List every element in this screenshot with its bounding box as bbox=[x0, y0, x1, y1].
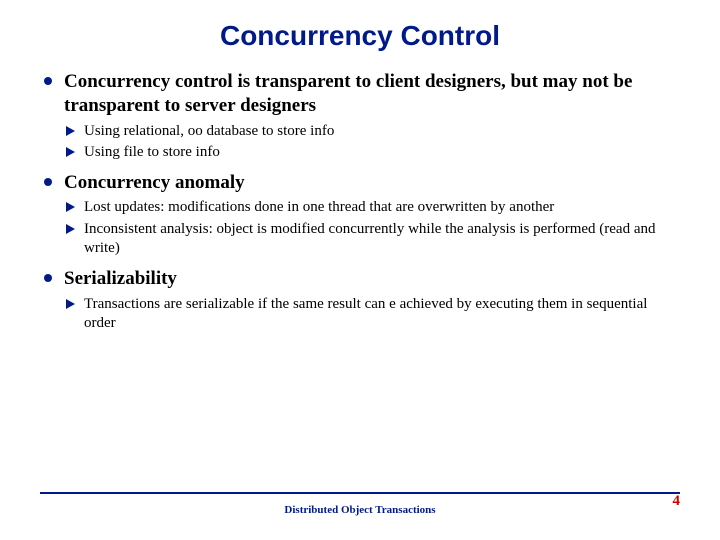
bullet-text: Serializability bbox=[64, 268, 177, 289]
sub-list: Using relational, oo database to store i… bbox=[64, 122, 680, 163]
sub-item: Lost updates: modifications done in one … bbox=[64, 198, 680, 218]
slide: Concurrency Control Concurrency control … bbox=[0, 0, 720, 540]
page-number: 4 bbox=[673, 493, 681, 510]
sub-item: Using file to store info bbox=[64, 143, 680, 163]
footer-divider bbox=[40, 492, 680, 494]
sub-list: Transactions are serializable if the sam… bbox=[64, 295, 680, 334]
bullet-list: Concurrency control is transparent to cl… bbox=[40, 70, 680, 334]
sub-item: Using relational, oo database to store i… bbox=[64, 122, 680, 142]
footer-text: Distributed Object Transactions bbox=[0, 504, 720, 516]
sub-item: Transactions are serializable if the sam… bbox=[64, 295, 680, 334]
bullet-item: Concurrency control is transparent to cl… bbox=[40, 70, 680, 163]
slide-title: Concurrency Control bbox=[40, 20, 680, 52]
bullet-text: Concurrency control is transparent to cl… bbox=[64, 71, 632, 116]
bullet-item: Serializability Transactions are seriali… bbox=[40, 267, 680, 334]
bullet-text: Concurrency anomaly bbox=[64, 172, 245, 193]
bullet-item: Concurrency anomaly Lost updates: modifi… bbox=[40, 171, 680, 259]
sub-list: Lost updates: modifications done in one … bbox=[64, 198, 680, 259]
sub-item: Inconsistent analysis: object is modifie… bbox=[64, 220, 680, 259]
